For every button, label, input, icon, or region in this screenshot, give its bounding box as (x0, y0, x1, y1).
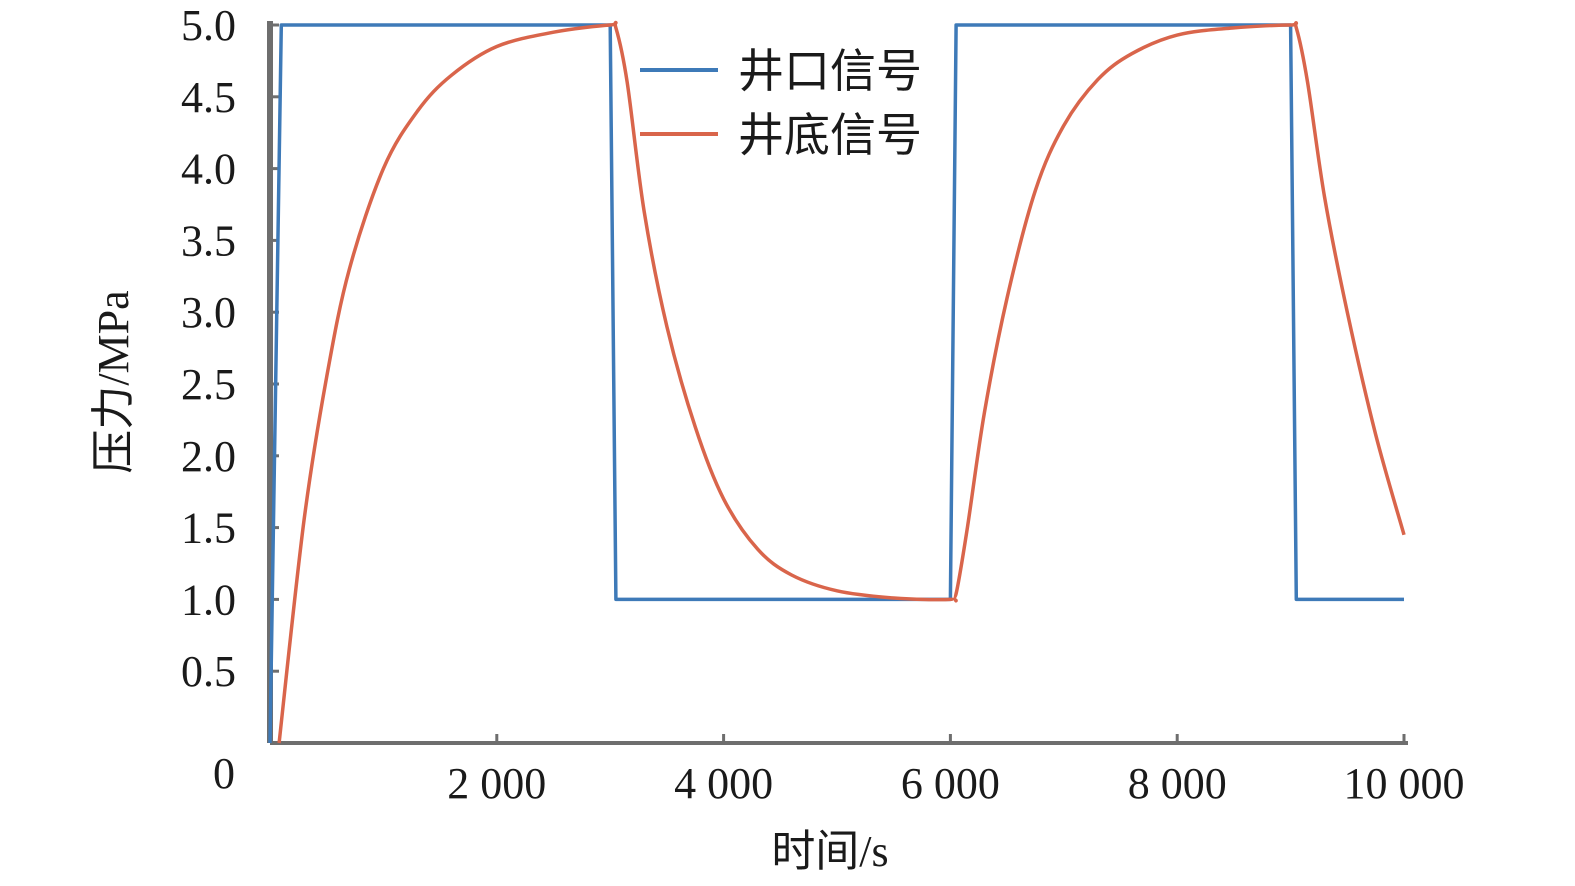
x-tick-label: 10 000 (1344, 759, 1465, 808)
y-tick-label: 5.0 (181, 1, 236, 50)
legend-label-wellhead: 井口信号 (738, 44, 922, 98)
legend-label-bottomhole: 井底信号 (738, 108, 922, 162)
x-axis-title: 时间/s (771, 827, 888, 876)
y-tick-label: 4.5 (181, 73, 236, 122)
x-tick-label: 2 000 (447, 759, 546, 808)
y-tick-label: 3.5 (181, 216, 236, 265)
y-tick-label: 0.5 (181, 647, 236, 696)
x-tick-label: 8 000 (1128, 759, 1227, 808)
series-layer (268, 20, 1406, 744)
legend: 井口信号 井底信号 (640, 44, 922, 162)
y-tick-label: 2.5 (181, 360, 236, 409)
series-line-bottomhole (277, 20, 1406, 744)
y-tick-label: 2.0 (181, 432, 236, 481)
legend-item-bottomhole: 井底信号 (640, 108, 922, 162)
y-axis-title: 压力/MPa (89, 290, 138, 473)
x-tick-label: 4 000 (674, 759, 773, 808)
x-axis-ticks: 0 2 000 4 000 6 000 8 000 10 000 (213, 734, 1465, 808)
legend-item-wellhead: 井口信号 (640, 44, 922, 98)
plot-area: 0.5 1.0 1.5 2.0 2.5 3.0 3.5 4.0 4.5 5.0 0 2 000 4 0… (181, 1, 1465, 808)
x-tick-label: 6 000 (901, 759, 1000, 808)
y-tick-label: 3.0 (181, 288, 236, 337)
y-tick-label: 4.0 (181, 145, 236, 194)
y-tick-label: 1.5 (181, 504, 236, 553)
y-tick-label: 1.0 (181, 575, 236, 624)
x-tick-label: 0 (213, 749, 235, 798)
y-axis-ticks: 0.5 1.0 1.5 2.0 2.5 3.0 3.5 4.0 4.5 5.0 (181, 1, 279, 696)
